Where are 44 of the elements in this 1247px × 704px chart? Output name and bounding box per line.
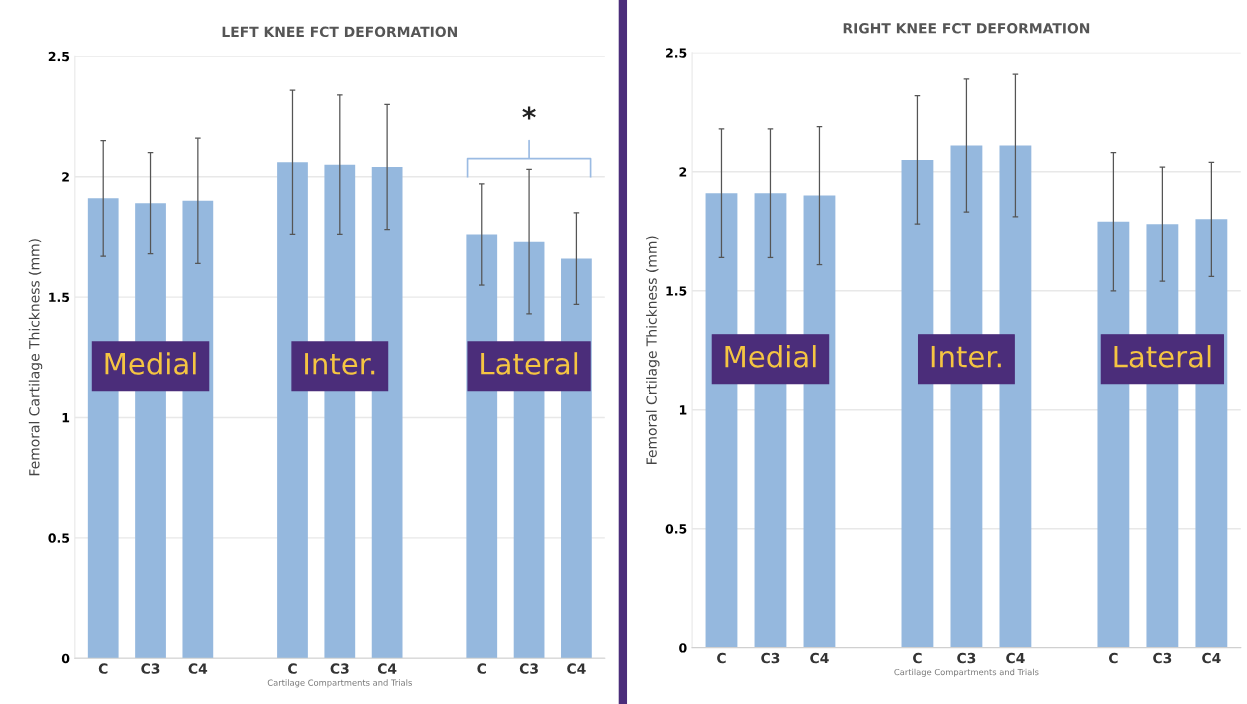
y-tick-label: 2	[62, 172, 69, 182]
annotation: *	[522, 106, 536, 120]
y-axis-title: Femoral Crtilage Thickness (mm)	[646, 236, 660, 464]
annotation: Medial	[725, 345, 816, 368]
x-tick-label: C	[98, 663, 108, 674]
y-tick-label: 1	[62, 413, 70, 423]
x-tick-label: C4	[1202, 652, 1221, 664]
y-tick-label: 1	[679, 405, 687, 415]
y-tick-label: 0.5	[665, 524, 687, 534]
x-tick-label: C	[1108, 652, 1118, 664]
y-tick-label: 2.5	[48, 51, 70, 62]
x-tick-label: C	[913, 652, 922, 664]
x-tick-label: C4	[1006, 652, 1025, 664]
y-tick-label: 2	[679, 167, 687, 177]
x-tick-label: C	[717, 652, 726, 664]
x-tick-label: C	[288, 663, 297, 674]
annotation: Lateral	[481, 352, 578, 375]
annotation: Inter.	[931, 345, 1001, 368]
x-tick-label: C3	[957, 652, 976, 664]
x-tick-label: C3	[330, 663, 349, 674]
annotation: Inter.	[305, 353, 375, 375]
annotation: Medial	[105, 352, 196, 375]
x-tick-label: C3	[1153, 652, 1172, 664]
annotation: Lateral	[1114, 345, 1211, 368]
x-tick-label: C4	[377, 663, 397, 674]
y-tick-label: 0	[61, 653, 70, 664]
x-tick-label: C4	[567, 663, 586, 674]
x-tick-label: C3	[141, 663, 160, 674]
y-axis-title: Femoral Cartilage Thickness (mm)	[28, 239, 43, 476]
chart-title: LEFT KNEE FCT DEFORMATION	[222, 26, 457, 38]
x-tick-label: C4	[810, 652, 829, 664]
chart-title: RIGHT KNEE FCT DEFORMATION	[843, 23, 1090, 34]
x-tick-label: C	[477, 663, 486, 674]
y-tick-label: 0.5	[48, 533, 70, 543]
x-tick-label: C4	[188, 663, 208, 674]
y-tick-label: 1.5	[666, 286, 687, 296]
y-tick-label: 1.5	[49, 292, 70, 303]
y-tick-label: 0	[679, 643, 687, 653]
x-tick-label: C3	[519, 663, 538, 674]
bar	[999, 145, 1032, 648]
x-axis-title: Cartilage Compartments and Trials	[267, 679, 412, 688]
x-tick-label: C3	[761, 652, 780, 664]
y-tick-label: 2.5	[666, 48, 687, 58]
x-axis-title: Cartilage Compartments and Trials	[894, 668, 1039, 677]
